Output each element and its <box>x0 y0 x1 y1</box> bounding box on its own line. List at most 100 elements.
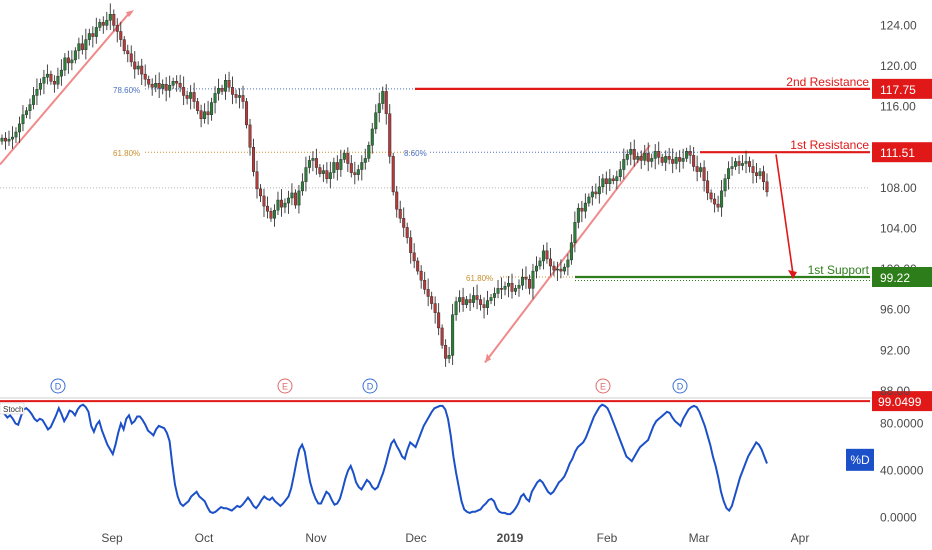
stoch-tick: 80.0000 <box>880 417 924 431</box>
time-tick: Sep <box>101 531 123 545</box>
candle <box>643 144 647 166</box>
candle <box>234 89 238 104</box>
candle <box>702 160 706 192</box>
candle-body <box>625 154 629 160</box>
candle <box>437 303 441 336</box>
candle-body <box>7 138 11 142</box>
candle <box>611 175 615 185</box>
candle-body <box>454 301 458 315</box>
candle-body <box>639 156 643 161</box>
candle-body <box>409 237 413 254</box>
level-value-text: 99.22 <box>880 271 910 285</box>
candle <box>419 265 423 289</box>
candle-body <box>252 147 256 172</box>
candle <box>629 142 633 166</box>
candle <box>328 161 332 189</box>
candle <box>290 183 294 206</box>
candle-body <box>500 288 504 290</box>
candle-body <box>426 289 430 297</box>
candle-body <box>465 299 469 305</box>
candle <box>363 148 367 170</box>
candle-body <box>559 268 563 272</box>
candle-body <box>14 131 18 138</box>
candle-body <box>35 89 39 96</box>
price-tick: 92.00 <box>880 343 910 357</box>
candle <box>409 230 413 264</box>
candle <box>405 222 409 244</box>
event-marker-circle <box>50 378 66 394</box>
candle-body <box>94 27 98 37</box>
candle <box>622 148 626 180</box>
price-tick: 88.00 <box>880 384 910 398</box>
candle-body <box>150 84 154 88</box>
candle <box>286 190 290 214</box>
candle-body <box>363 158 367 163</box>
candle <box>440 324 444 349</box>
candle-body <box>45 73 49 78</box>
candle-body <box>632 149 636 160</box>
candle-body <box>398 208 402 219</box>
candle <box>252 138 256 177</box>
candle-body <box>545 250 549 260</box>
candle-body <box>262 195 266 207</box>
candle <box>545 242 549 264</box>
candle-body <box>433 303 437 313</box>
candle-body <box>762 171 766 182</box>
stoch-name: Stoch <box>3 405 23 414</box>
candle <box>133 51 137 79</box>
candle <box>559 259 563 279</box>
candle <box>664 150 668 171</box>
candle <box>468 293 472 312</box>
candle <box>685 147 689 162</box>
candle-body <box>84 39 88 50</box>
time-axis[interactable]: Sep Oct Nov Dec 2019 Feb Mar Apr <box>101 531 809 545</box>
candle <box>723 173 727 197</box>
candle-body <box>98 22 102 28</box>
candle-body <box>730 166 734 169</box>
candle <box>73 47 77 64</box>
candle-body <box>510 283 514 292</box>
candle <box>444 339 448 367</box>
candle <box>63 53 67 77</box>
candle-body <box>66 57 70 64</box>
candle-body <box>63 57 67 71</box>
stoch-level-text: 99.0499 <box>878 395 922 409</box>
candle <box>297 184 301 214</box>
candle-body <box>573 222 577 243</box>
candle <box>674 152 678 170</box>
candle <box>129 45 133 67</box>
candle-body <box>122 39 126 51</box>
candle-body <box>108 14 112 21</box>
price-axis[interactable]: 124.00120.00116.00112.00108.00104.00100.… <box>872 18 932 398</box>
candle <box>21 105 25 132</box>
candle <box>49 70 53 85</box>
candle <box>391 152 395 196</box>
level-name: 1st Resistance <box>790 138 869 152</box>
candle <box>210 97 214 121</box>
candle-body <box>716 203 720 208</box>
candle-body <box>653 151 657 159</box>
candle-body <box>412 252 416 262</box>
candle-body <box>437 312 441 329</box>
candle-body <box>517 285 521 289</box>
candle <box>395 185 399 218</box>
candle <box>279 189 283 217</box>
candle <box>59 59 63 86</box>
time-tick: Oct <box>195 531 214 545</box>
candle-body <box>314 158 318 168</box>
candle-body <box>377 103 381 113</box>
candle-body <box>175 81 179 84</box>
candle <box>688 145 692 164</box>
candle-body <box>580 207 584 212</box>
event-marker-text: E <box>600 382 606 392</box>
candle-body <box>524 277 528 280</box>
candle <box>269 207 273 222</box>
candle-body <box>699 167 703 172</box>
candle-body <box>80 43 84 50</box>
candle-body <box>695 166 699 172</box>
fib-label: 78.60% <box>113 86 140 95</box>
stoch-badge-text: %D <box>850 453 870 467</box>
candle <box>115 18 119 43</box>
candle-body <box>185 95 189 99</box>
